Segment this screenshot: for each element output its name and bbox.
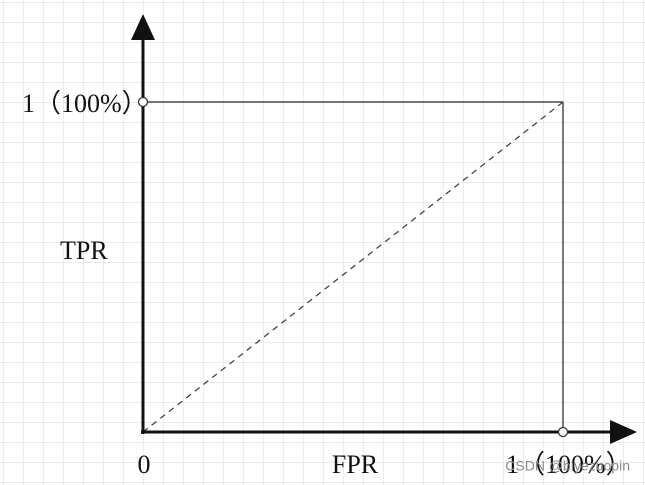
y-axis-arrow (131, 14, 155, 40)
watermark: CSDN @biyezuopin (505, 458, 630, 474)
point-marker (137, 96, 149, 108)
x-axis-label: FPR (332, 450, 379, 479)
x-max-label: 1（100%） (506, 450, 632, 479)
x-axis-arrow (610, 420, 637, 444)
random-diagonal (142, 101, 564, 433)
y-axis-label: TPR (60, 236, 108, 265)
point-marker (557, 426, 569, 438)
origin-label: 0 (138, 450, 151, 479)
y-max-label: 1（100%） (22, 89, 148, 118)
